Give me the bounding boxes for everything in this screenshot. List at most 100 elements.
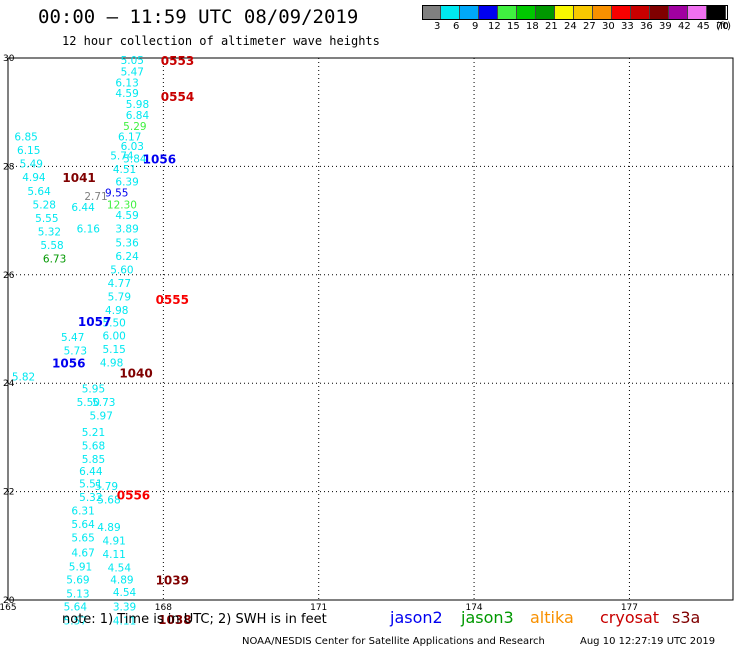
wave-height-value: 5.58 (40, 240, 63, 252)
legend-swatch-30 (593, 6, 612, 19)
wave-height-value: 4.98 (105, 305, 128, 317)
wave-height-value: 5.74 (110, 151, 134, 163)
wave-height-value: 4.77 (108, 278, 131, 290)
wave-height-value: 5.64 (27, 186, 51, 198)
wave-height-value: 5.97 (90, 411, 113, 423)
pass-time-label: 1056 (52, 357, 85, 371)
legend-tick-label: 27 (583, 21, 596, 32)
wave-height-value: 4.89 (110, 574, 133, 586)
wave-height-value: 6.17 (118, 132, 141, 144)
legend-swatch-33 (612, 6, 631, 19)
wave-height-value: 3.89 (115, 224, 138, 236)
legend-swatch-15 (498, 6, 517, 19)
wave-height-value: 4.11 (113, 616, 136, 628)
legend-tick-label: 70 (716, 21, 729, 32)
wave-height-value: 12.30 (107, 199, 137, 211)
credit-line: NOAA/NESDIS Center for Satellite Applica… (242, 636, 545, 647)
legend-swatch-3 (422, 6, 441, 19)
legend-tick-label: 15 (507, 21, 520, 32)
pass-time-label: 1039 (156, 573, 189, 587)
pass-time-label: 1057 (78, 315, 111, 329)
wave-height-value: 5.21 (82, 427, 105, 439)
legend-tick-label: 30 (602, 21, 615, 32)
wave-height-value: 5.64 (64, 602, 88, 614)
wave-height-value: 5.60 (110, 264, 133, 276)
latitude-label: 28 (3, 162, 15, 172)
wave-height-value: 4.54 (108, 562, 132, 574)
wave-height-value: 5.69 (66, 574, 89, 586)
wave-height-value: 4.51 (113, 164, 136, 176)
wave-height-value: 6.15 (17, 145, 40, 157)
wave-height-value: 6.44 (71, 202, 95, 214)
wave-height-value: 5.28 (33, 199, 56, 211)
legend-tick-label: 18 (526, 21, 539, 32)
pass-time-label: 1040 (119, 366, 152, 380)
wave-height-value: 5.32 (79, 492, 102, 504)
wave-height-value: 4.59 (115, 88, 138, 100)
legend-tick-label: 21 (545, 21, 558, 32)
wave-height-value: 5.51 (79, 478, 102, 490)
wave-height-value: 5.64 (71, 519, 95, 531)
wave-height-value: 5.29 (123, 121, 146, 133)
wave-height-value: 4.94 (22, 172, 46, 184)
legend-tick-label: 33 (621, 21, 634, 32)
wave-height-value: 6.24 (115, 251, 139, 263)
legend-tick-label: 36 (640, 21, 653, 32)
pass-time-label: 1041 (62, 171, 95, 185)
wave-height-value: 6.73 (43, 254, 66, 266)
legend-swatch-39 (650, 6, 669, 19)
legend-tick-label: 45 (697, 21, 710, 32)
wave-height-value: 6.00 (102, 331, 125, 343)
latitude-label: 24 (3, 379, 15, 389)
wave-height-value: 5.47 (61, 332, 84, 344)
longitude-label: 171 (310, 603, 327, 613)
wave-height-value: 5.68 (82, 441, 105, 453)
wave-height-value: 5.84 (123, 153, 147, 165)
legend-unit: (ft) (716, 21, 732, 32)
wave-height-value: 4.89 (97, 522, 120, 534)
footer-note: note: 1) Time is in UTC; 2) SWH is in fe… (62, 612, 327, 627)
wave-height-value: 5.68 (97, 495, 120, 507)
wave-height-value: 5.91 (69, 561, 92, 573)
latitude-label: 22 (3, 488, 14, 498)
page-title: 00:00 – 11:59 UTC 08/09/2019 (38, 6, 359, 28)
wave-height-value: 5.98 (126, 99, 149, 111)
wave-height-value: 4.98 (100, 358, 123, 370)
wave-height-value: 5.79 (95, 481, 118, 493)
wave-height-value: 5.95 (82, 384, 105, 396)
legend-swatch-42 (669, 6, 688, 19)
wave-height-value: 6.03 (121, 141, 144, 153)
legend-swatch-12 (479, 6, 498, 19)
legend-swatch-6 (441, 6, 460, 19)
pass-time-label: 1038 (158, 613, 191, 627)
legend-swatch-21 (536, 6, 555, 19)
legend-tick-label: 3 (434, 21, 441, 32)
wave-height-value: 5.73 (92, 397, 115, 409)
wave-height-value: 5.47 (121, 67, 144, 79)
wave-height-value: 6.84 (126, 110, 150, 122)
longitude-label: 177 (621, 603, 638, 613)
satellite-label-s3a: s3a (672, 608, 701, 627)
wave-height-value: 5.85 (82, 454, 105, 466)
wave-height-value: 5.05 (121, 55, 144, 67)
pass-time-label: 0555 (156, 293, 189, 307)
satellite-label-jason3: jason3 (461, 608, 514, 627)
satellite-label-altika: altika (530, 608, 574, 627)
wave-height-value: 5.73 (64, 346, 87, 358)
wave-height-value: 5.82 (12, 372, 35, 384)
wave-height-value: 5.57 (64, 616, 87, 628)
legend-swatch-9 (460, 6, 479, 19)
legend-tick-label: 12 (488, 21, 501, 32)
wave-height-value: 5.49 (20, 159, 43, 171)
wave-height-value: 4.67 (71, 547, 94, 559)
wave-height-value: 5.55 (35, 213, 58, 225)
latitude-label: 26 (3, 271, 15, 281)
wave-height-value: 4.54 (113, 587, 137, 599)
legend-swatch-18 (517, 6, 536, 19)
legend-swatch-27 (574, 6, 593, 19)
latitude-label: 20 (3, 596, 15, 606)
legend-swatch-70 (707, 6, 726, 19)
generated-timestamp: Aug 10 12:27:19 UTC 2019 (580, 636, 716, 647)
wave-height-value: 5.15 (102, 344, 125, 356)
